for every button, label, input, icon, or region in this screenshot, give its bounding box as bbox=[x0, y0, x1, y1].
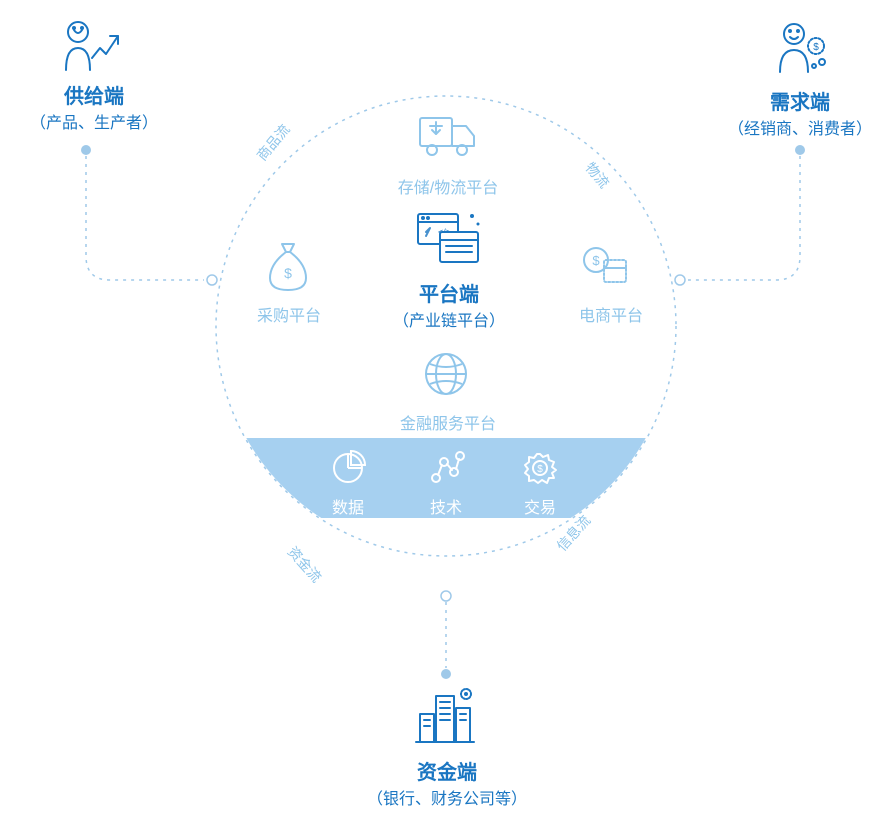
band-trade-label: 交易 bbox=[524, 494, 556, 518]
globe-icon bbox=[426, 354, 466, 394]
svg-text:$: $ bbox=[592, 253, 600, 268]
supply-icon bbox=[66, 22, 118, 70]
truck-icon bbox=[420, 118, 474, 155]
gear-icon: $ bbox=[525, 454, 556, 483]
demand-connector bbox=[688, 156, 800, 280]
supply-subtitle: （产品、生产者） bbox=[4, 109, 184, 133]
ecommerce-icon: $ bbox=[584, 248, 626, 282]
demand-label: 需求端 （经销商、消费者） bbox=[700, 86, 896, 139]
band-tech-label: 技术 bbox=[430, 494, 462, 518]
supply-start-dot bbox=[81, 145, 91, 155]
svg-text:$: $ bbox=[537, 464, 543, 475]
ecommerce-caption: 电商平台 bbox=[566, 302, 656, 326]
capital-title: 资金端 bbox=[417, 762, 477, 784]
devices-icon: </> bbox=[418, 214, 480, 262]
demand-end-dot bbox=[675, 275, 685, 285]
supply-title: 供给端 bbox=[64, 86, 124, 108]
capital-icon bbox=[416, 689, 474, 742]
supply-label: 供给端 （产品、生产者） bbox=[4, 80, 184, 133]
demand-start-dot bbox=[795, 145, 805, 155]
platform-title: 平台端 bbox=[419, 284, 479, 306]
flow-info: 信息流 bbox=[552, 511, 595, 556]
flow-capital: 资金流 bbox=[283, 542, 326, 587]
svg-text:</>: </> bbox=[438, 227, 451, 237]
capital-label: 资金端 （银行、财务公司等） bbox=[352, 756, 542, 809]
svg-text:$: $ bbox=[284, 265, 292, 281]
logistics-caption: 存储/物流平台 bbox=[378, 174, 518, 198]
supply-end-dot bbox=[207, 275, 217, 285]
finance-caption: 金融服务平台 bbox=[388, 410, 508, 434]
demand-subtitle: （经销商、消费者） bbox=[700, 115, 896, 139]
capital-bottom-dot bbox=[441, 669, 451, 679]
platform-label: 平台端 （产业链平台） bbox=[374, 278, 524, 331]
demand-title: 需求端 bbox=[770, 92, 830, 114]
procure-caption: 采购平台 bbox=[244, 302, 334, 326]
supply-connector bbox=[86, 156, 204, 280]
platform-subtitle: （产业链平台） bbox=[374, 307, 524, 331]
network-icon bbox=[432, 452, 464, 482]
moneybag-icon: $ bbox=[270, 244, 306, 290]
svg-text:$: $ bbox=[813, 42, 819, 53]
flow-goods: 商品流 bbox=[252, 120, 294, 165]
demand-icon: $ bbox=[780, 24, 825, 72]
flow-wuliu: 物流 bbox=[581, 158, 614, 192]
pie-icon bbox=[334, 451, 365, 482]
capital-top-dot bbox=[441, 591, 451, 601]
band-data-label: 数据 bbox=[332, 494, 364, 518]
capital-subtitle: （银行、财务公司等） bbox=[352, 785, 542, 809]
